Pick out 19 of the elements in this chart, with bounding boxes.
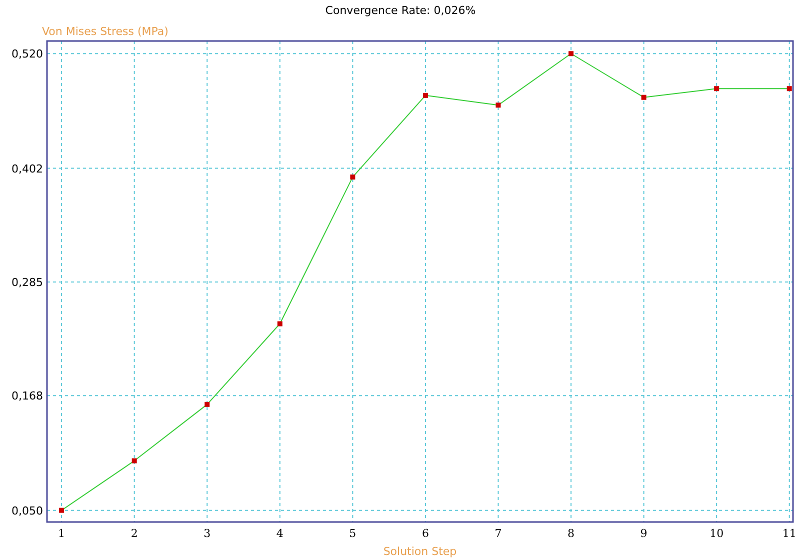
x-tick-label: 11 <box>782 527 796 540</box>
x-axis-title: Solution Step <box>383 545 457 558</box>
x-tick-label: 7 <box>494 527 502 540</box>
y-tick-label: 0,168 <box>12 390 43 403</box>
y-axis-title: Von Mises Stress (MPa) <box>42 25 168 38</box>
x-tick-label: 3 <box>204 527 211 540</box>
y-tick-label: 0,285 <box>12 276 43 289</box>
y-tick-label: 0,520 <box>12 48 43 61</box>
x-tick-label: 5 <box>349 527 356 540</box>
x-tick-label: 1 <box>58 527 66 540</box>
x-tick-label: 4 <box>276 527 284 540</box>
x-tick-label: 9 <box>640 527 648 540</box>
y-tick-label: 0,402 <box>12 162 43 176</box>
x-tick-label: 2 <box>130 527 138 540</box>
y-tick-label: 0,050 <box>12 504 43 518</box>
x-tick-label: 10 <box>710 527 724 540</box>
x-tick-label: 8 <box>568 527 575 540</box>
chart-title: Convergence Rate: 0,026% <box>325 4 476 17</box>
x-tick-label: 6 <box>422 527 429 540</box>
